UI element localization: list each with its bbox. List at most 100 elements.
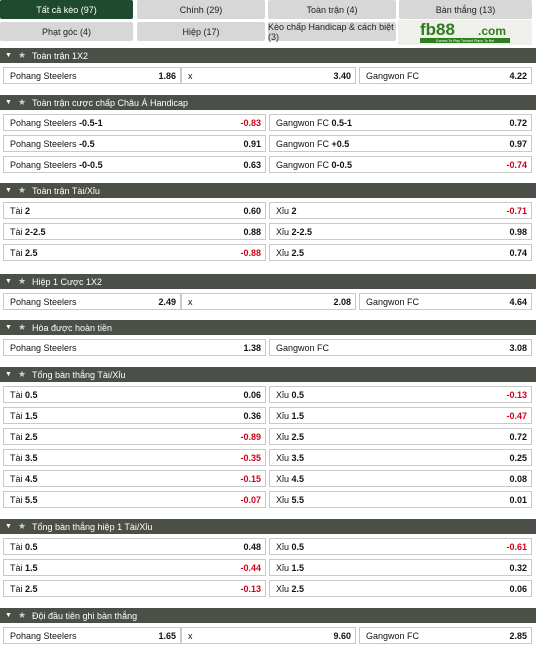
star-icon[interactable]: ★ [18,521,27,531]
odds-button[interactable]: Gangwon FC 3.08 [269,339,532,356]
chevron-down-icon[interactable]: ▼ [5,523,12,530]
market-header-hiep-1-cuoc-1x2[interactable]: ▼ ★ Hiệp 1 Cược 1X2 [0,274,536,289]
odds-value: 3.08 [509,342,527,353]
odds-button[interactable]: Pohang Steelers 1.38 [3,339,266,356]
chevron-down-icon[interactable]: ▼ [5,187,12,194]
selection-name: Tài [10,226,23,237]
selection-label: Pohang Steelers [10,343,77,353]
odds-button[interactable]: Pohang Steelers -0.5 0.91 [3,135,266,152]
tab-main[interactable]: Chính (29) [137,0,265,19]
odds-button[interactable]: Tài 1.5 0.36 [3,407,266,424]
selection-line: 0.5-1 [331,117,353,128]
selection-name: Xỉu [276,473,290,484]
fb88-logo-mark: fb88 .com Games To Play Trusted Place To… [420,20,510,43]
odds-button[interactable]: Tài 5.5 -0.07 [3,491,266,508]
odds-value: 0.06 [243,389,261,400]
odds-button[interactable]: Gangwon FC 0.5-1 0.72 [269,114,532,131]
odds-button[interactable]: Tài 2.5 -0.89 [3,428,266,445]
odds-button[interactable]: Xỉu 2 -0.71 [269,202,532,219]
tab-all-markets[interactable]: Tất cả kèo (97) [0,0,133,19]
market-header-toan-tran-1x2[interactable]: ▼ ★ Toàn trận 1X2 [0,48,536,63]
odds-button[interactable]: Pohang Steelers 1.65 [3,627,181,644]
star-icon[interactable]: ★ [18,369,27,379]
market-header-doi-dau-tien-ghi-ban-thang[interactable]: ▼ ★ Đội đầu tiên ghi bàn thắng [0,608,536,623]
odds-button[interactable]: Pohang Steelers -0.5-1 -0.83 [3,114,266,131]
odds-button[interactable]: Gangwon FC 2.85 [359,627,532,644]
odds-button[interactable]: Tài 2 0.60 [3,202,266,219]
star-icon[interactable]: ★ [18,185,27,195]
tab-full-match[interactable]: Toàn trận (4) [268,0,396,19]
chevron-down-icon[interactable]: ▼ [5,52,12,59]
selection-name: Gangwon FC [276,159,330,170]
odds-button[interactable]: Xỉu 5.5 0.01 [269,491,532,508]
tab-goals[interactable]: Bàn thắng (13) [399,0,532,19]
selection-name: Tài [10,452,23,463]
odds-button[interactable]: Tài 3.5 -0.35 [3,449,266,466]
odds-value: -0.07 [240,494,261,505]
odds-button[interactable]: Xỉu 0.5 -0.13 [269,386,532,403]
odds-button[interactable]: Gangwon FC 4.64 [359,293,532,310]
market-header-toan-tran-cuoc-chap-chau-a-handicap[interactable]: ▼ ★ Toàn trận cược chấp Châu Á Handicap [0,95,536,110]
selection-line: -0.5 [79,138,95,149]
odds-button[interactable]: Pohang Steelers -0-0.5 0.63 [3,156,266,173]
chevron-down-icon[interactable]: ▼ [5,612,12,619]
star-icon[interactable]: ★ [18,610,27,620]
chevron-down-icon[interactable]: ▼ [5,99,12,106]
odds-button[interactable]: Xỉu 2-2.5 0.98 [269,223,532,240]
selection-name: Xỉu [276,410,290,421]
chevron-down-icon[interactable]: ▼ [5,324,12,331]
odds-button[interactable]: Gangwon FC 4.22 [359,67,532,84]
odds-button[interactable]: Tài 2-2.5 0.88 [3,223,266,240]
odds-button[interactable]: Xỉu 2.5 0.74 [269,244,532,261]
market-header-tong-ban-thang-hiep-1-tai-xiu[interactable]: ▼ ★ Tổng bàn thắng hiệp 1 Tài/Xỉu [0,519,536,534]
odds-button[interactable]: Xỉu 3.5 0.25 [269,449,532,466]
selection-label: Tài 1.5 [10,411,38,421]
odds-button[interactable]: x 9.60 [181,627,356,644]
selection-label: Gangwon FC 0-0.5 [276,160,352,170]
selection-line: 2.5 [291,583,305,594]
odds-button[interactable]: x 2.08 [181,293,356,310]
odds-button[interactable]: Tài 1.5 -0.44 [3,559,266,576]
tab-halves[interactable]: Hiệp (17) [137,22,265,41]
tab-handicap-margin[interactable]: Kèo chấp Handicap & cách biệt (3) [268,22,396,42]
odds-button[interactable]: Xỉu 2.5 0.06 [269,580,532,597]
tab-corners[interactable]: Phạt góc (4) [0,22,133,41]
odds-value: -0.83 [240,117,261,128]
selection-name: x [188,630,193,641]
odds-button[interactable]: x 3.40 [181,67,356,84]
selection-name: Pohang Steelers [10,342,77,353]
odds-button[interactable]: Xỉu 2.5 0.72 [269,428,532,445]
selection-name: Tài [10,541,23,552]
odds-button[interactable]: Tài 4.5 -0.15 [3,470,266,487]
odds-value: -0.74 [506,159,527,170]
odds-button[interactable]: Tài 0.5 0.48 [3,538,266,555]
odds-button[interactable]: Pohang Steelers 2.49 [3,293,181,310]
star-icon[interactable]: ★ [18,276,27,286]
star-icon[interactable]: ★ [18,97,27,107]
odds-button[interactable]: Tài 0.5 0.06 [3,386,266,403]
selection-name: Gangwon FC [276,117,330,128]
selection-label: Tài 1.5 [10,563,38,573]
odds-value: 2.85 [509,630,527,641]
odds-value: 4.22 [509,70,527,81]
chevron-down-icon[interactable]: ▼ [5,278,12,285]
market-header-hoa-duoc-hoan-tien[interactable]: ▼ ★ Hòa được hoàn tiền [0,320,536,335]
odds-button[interactable]: Xỉu 0.5 -0.61 [269,538,532,555]
logo-domain: .com [478,24,506,38]
odds-button[interactable]: Tài 2.5 -0.13 [3,580,266,597]
chevron-down-icon[interactable]: ▼ [5,371,12,378]
odds-button[interactable]: Gangwon FC +0.5 0.97 [269,135,532,152]
odds-button[interactable]: Xỉu 1.5 0.32 [269,559,532,576]
odds-button[interactable]: Xỉu 1.5 -0.47 [269,407,532,424]
odds-button[interactable]: Tài 2.5 -0.88 [3,244,266,261]
star-icon[interactable]: ★ [18,50,27,60]
odds-button[interactable]: Gangwon FC 0-0.5 -0.74 [269,156,532,173]
market-header-tong-ban-thang-tai-xiu[interactable]: ▼ ★ Tổng bàn thắng Tài/Xỉu [0,367,536,382]
market-header-toan-tran-tai-xiu[interactable]: ▼ ★ Toàn trận Tài/Xỉu [0,183,536,198]
selection-line: 0.5 [25,541,38,552]
selection-label: Gangwon FC [276,343,329,353]
odds-button[interactable]: Xỉu 4.5 0.08 [269,470,532,487]
star-icon[interactable]: ★ [18,322,27,332]
odds-button[interactable]: Pohang Steelers 1.86 [3,67,181,84]
selection-label: Xỉu 1.5 [276,411,304,421]
